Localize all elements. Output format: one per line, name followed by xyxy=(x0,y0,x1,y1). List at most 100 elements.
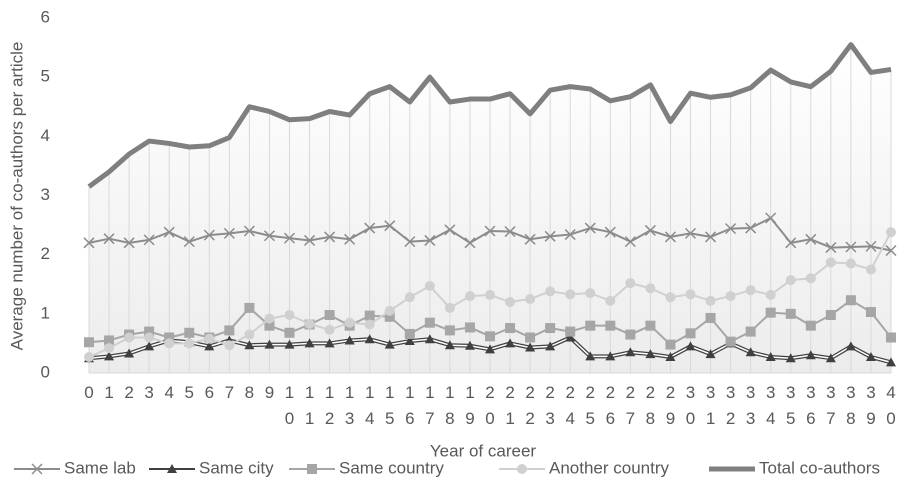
marker xyxy=(444,340,455,350)
legend-label: Another country xyxy=(549,458,670,477)
marker xyxy=(625,329,636,340)
marker xyxy=(244,340,255,350)
marker xyxy=(625,347,636,357)
marker xyxy=(264,339,275,349)
marker xyxy=(525,294,536,305)
marker xyxy=(725,336,736,347)
marker xyxy=(684,227,697,239)
x-tick-label: 26 xyxy=(605,383,616,428)
x-tick-label: 20 xyxy=(485,383,495,428)
marker xyxy=(384,339,395,349)
y-tick-label: 0 xyxy=(41,362,50,381)
x-tick-label: 27 xyxy=(625,383,636,428)
x-tick-label: 36 xyxy=(806,383,816,428)
marker xyxy=(144,332,155,343)
marker xyxy=(665,292,676,303)
x-tick-label: 40 xyxy=(886,383,896,428)
marker xyxy=(505,297,516,307)
marker xyxy=(765,212,777,224)
marker xyxy=(344,335,355,345)
marker xyxy=(605,295,616,306)
legend-item: Same country xyxy=(289,458,444,477)
marker xyxy=(144,326,155,337)
x-tick-label: 3 xyxy=(144,383,154,402)
marker xyxy=(244,329,255,340)
marker xyxy=(304,338,315,348)
marker xyxy=(444,302,455,313)
marker xyxy=(505,323,516,334)
marker xyxy=(565,332,576,342)
marker xyxy=(545,323,556,334)
marker xyxy=(585,288,596,299)
x-tick-label: 22 xyxy=(525,383,535,428)
marker xyxy=(224,325,235,336)
marker xyxy=(424,281,435,292)
marker xyxy=(364,222,376,234)
x-tick-label: 19 xyxy=(465,383,475,428)
marker xyxy=(585,351,596,361)
marker xyxy=(605,320,616,331)
x-tick-label: 12 xyxy=(324,383,335,428)
marker xyxy=(805,320,816,331)
marker xyxy=(404,236,416,248)
marker xyxy=(604,226,616,238)
marker xyxy=(625,278,636,289)
marker xyxy=(564,229,576,241)
legend-label: Same country xyxy=(339,458,444,477)
legend-item: Total co-authors xyxy=(709,458,880,477)
marker xyxy=(705,312,716,323)
marker xyxy=(485,344,495,354)
marker xyxy=(144,341,155,351)
marker xyxy=(685,341,696,351)
marker xyxy=(364,319,375,330)
x-tick-label: 28 xyxy=(645,383,656,428)
marker xyxy=(304,234,316,246)
marker xyxy=(164,338,175,349)
marker xyxy=(765,352,776,362)
marker xyxy=(244,302,255,313)
marker xyxy=(344,233,356,245)
marker xyxy=(344,317,355,328)
marker xyxy=(404,292,415,303)
x-tick-label: 8 xyxy=(244,383,255,402)
marker xyxy=(845,258,856,269)
y-tick-label: 5 xyxy=(41,67,50,86)
marker xyxy=(464,291,475,302)
legend-label: Same lab xyxy=(64,458,136,477)
x-tick-label: 37 xyxy=(826,383,836,428)
x-tick-label: 9 xyxy=(264,383,275,402)
marker xyxy=(204,333,215,344)
marker xyxy=(84,337,94,348)
marker xyxy=(517,464,527,474)
legend-item: Same lab xyxy=(14,458,136,477)
marker xyxy=(745,326,756,337)
marker xyxy=(825,310,836,321)
marker xyxy=(103,233,115,245)
marker xyxy=(324,310,335,321)
marker xyxy=(805,350,816,360)
marker xyxy=(464,322,475,333)
x-tick-label: 33 xyxy=(745,383,756,428)
marker xyxy=(104,335,115,346)
marker xyxy=(645,349,656,359)
marker xyxy=(705,349,716,359)
y-tick-label: 2 xyxy=(41,244,50,263)
marker xyxy=(164,332,175,343)
marker xyxy=(284,327,295,338)
marker xyxy=(124,332,135,343)
marker xyxy=(845,341,856,351)
marker xyxy=(204,341,215,351)
marker xyxy=(845,241,857,253)
marker xyxy=(484,225,496,237)
marker xyxy=(464,237,476,249)
marker xyxy=(605,351,616,361)
marker xyxy=(104,343,115,354)
marker xyxy=(183,236,195,248)
marker xyxy=(785,308,796,319)
marker xyxy=(324,231,336,243)
x-tick-label: 0 xyxy=(84,383,94,402)
marker xyxy=(284,339,295,349)
marker xyxy=(765,307,776,318)
